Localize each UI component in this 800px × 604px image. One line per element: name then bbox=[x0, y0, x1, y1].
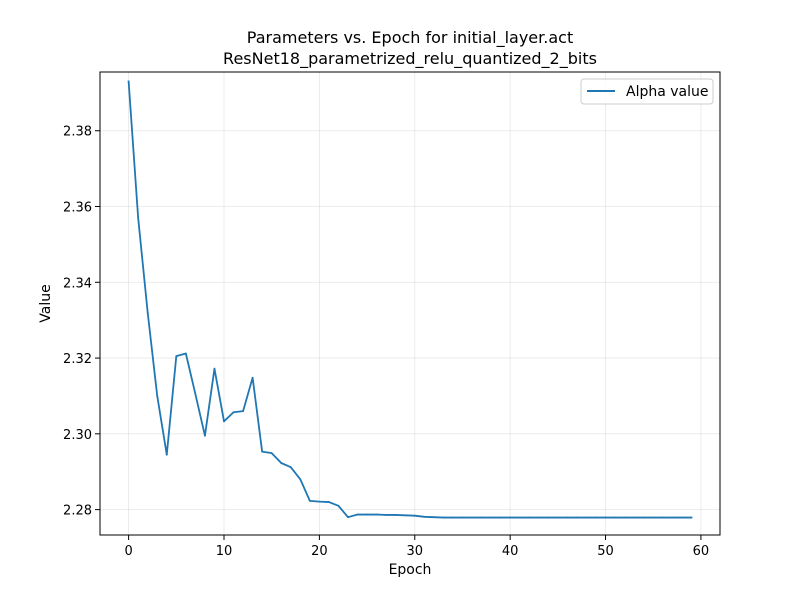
data-point bbox=[661, 516, 664, 519]
x-tick-label: 50 bbox=[597, 544, 614, 559]
data-point bbox=[385, 514, 388, 516]
data-point bbox=[223, 420, 225, 423]
data-point bbox=[194, 393, 197, 395]
data-point bbox=[690, 516, 693, 519]
series-line-alpha-value bbox=[127, 80, 693, 519]
x-tick-label: 30 bbox=[406, 544, 423, 559]
data-point bbox=[432, 516, 435, 519]
data-point bbox=[232, 411, 235, 414]
x-tick-label: 10 bbox=[216, 544, 233, 559]
data-point bbox=[499, 516, 502, 519]
data-point bbox=[547, 516, 550, 519]
data-point bbox=[165, 453, 168, 456]
x-axis-ticks: 0 10 20 30 40 50 60 bbox=[124, 535, 709, 559]
data-point bbox=[404, 514, 407, 517]
legend-label: Alpha value bbox=[626, 84, 709, 100]
y-tick-label: 2.32 bbox=[63, 352, 92, 367]
data-point bbox=[308, 500, 311, 502]
y-axis-label: Value bbox=[38, 284, 54, 322]
data-point bbox=[680, 516, 683, 519]
chart-title-line2: ResNet18_parametrized_relu_quantized_2_b… bbox=[223, 49, 597, 69]
data-point bbox=[204, 434, 206, 437]
data-point bbox=[566, 516, 569, 519]
data-point bbox=[633, 516, 636, 519]
y-tick-label: 2.30 bbox=[63, 428, 92, 443]
x-tick-label: 40 bbox=[502, 544, 519, 559]
y-tick-label: 2.28 bbox=[63, 504, 92, 519]
data-point bbox=[576, 516, 578, 519]
data-point bbox=[442, 516, 445, 519]
data-point bbox=[461, 516, 464, 519]
data-point bbox=[518, 516, 521, 519]
data-point bbox=[423, 515, 426, 518]
data-point bbox=[289, 466, 292, 469]
data-point bbox=[642, 516, 645, 519]
data-point bbox=[261, 450, 264, 453]
data-point bbox=[356, 513, 359, 516]
x-tick-label: 20 bbox=[311, 544, 328, 559]
series-points bbox=[127, 80, 693, 519]
data-point bbox=[184, 352, 187, 355]
series-layer bbox=[127, 80, 693, 519]
data-point bbox=[394, 514, 397, 516]
data-point bbox=[585, 516, 588, 519]
data-point bbox=[652, 516, 655, 519]
data-point bbox=[137, 216, 140, 219]
data-point bbox=[671, 516, 674, 519]
data-point bbox=[375, 513, 378, 516]
x-tick-label: 0 bbox=[124, 544, 132, 559]
grid bbox=[100, 72, 720, 535]
data-point bbox=[347, 516, 349, 519]
data-point bbox=[280, 462, 283, 464]
data-point bbox=[251, 376, 254, 379]
data-point bbox=[366, 513, 368, 516]
chart-title-line1: Parameters vs. Epoch for initial_layer.a… bbox=[247, 28, 573, 48]
data-point bbox=[623, 516, 626, 519]
data-point bbox=[175, 355, 178, 358]
y-tick-label: 2.34 bbox=[63, 276, 92, 291]
data-point bbox=[614, 516, 616, 519]
data-point bbox=[127, 80, 130, 83]
y-tick-label: 2.38 bbox=[63, 125, 92, 140]
data-point bbox=[528, 516, 531, 519]
data-point bbox=[556, 516, 559, 519]
x-tick-label: 60 bbox=[693, 544, 710, 559]
legend-box bbox=[580, 78, 714, 105]
x-axis-label: Epoch bbox=[389, 562, 432, 578]
data-point bbox=[452, 516, 454, 519]
data-point bbox=[509, 516, 512, 519]
data-point bbox=[156, 395, 159, 397]
data-point bbox=[471, 516, 473, 519]
data-point bbox=[318, 500, 321, 503]
data-point bbox=[213, 367, 216, 370]
data-point bbox=[413, 514, 416, 517]
data-point bbox=[242, 410, 244, 412]
data-point bbox=[480, 516, 483, 519]
data-point bbox=[337, 504, 340, 507]
data-point bbox=[270, 452, 273, 455]
data-point bbox=[328, 501, 330, 503]
data-point bbox=[299, 478, 302, 481]
data-point bbox=[490, 516, 492, 519]
y-tick-label: 2.36 bbox=[63, 201, 92, 216]
y-axis-ticks: 2.28 2.30 2.32 2.34 2.36 2.38 bbox=[63, 125, 100, 519]
data-point bbox=[595, 516, 597, 519]
data-point bbox=[604, 516, 607, 519]
legend: Alpha value bbox=[580, 78, 714, 105]
data-point bbox=[146, 311, 149, 314]
data-point bbox=[537, 516, 540, 519]
plot-frame bbox=[99, 71, 721, 536]
